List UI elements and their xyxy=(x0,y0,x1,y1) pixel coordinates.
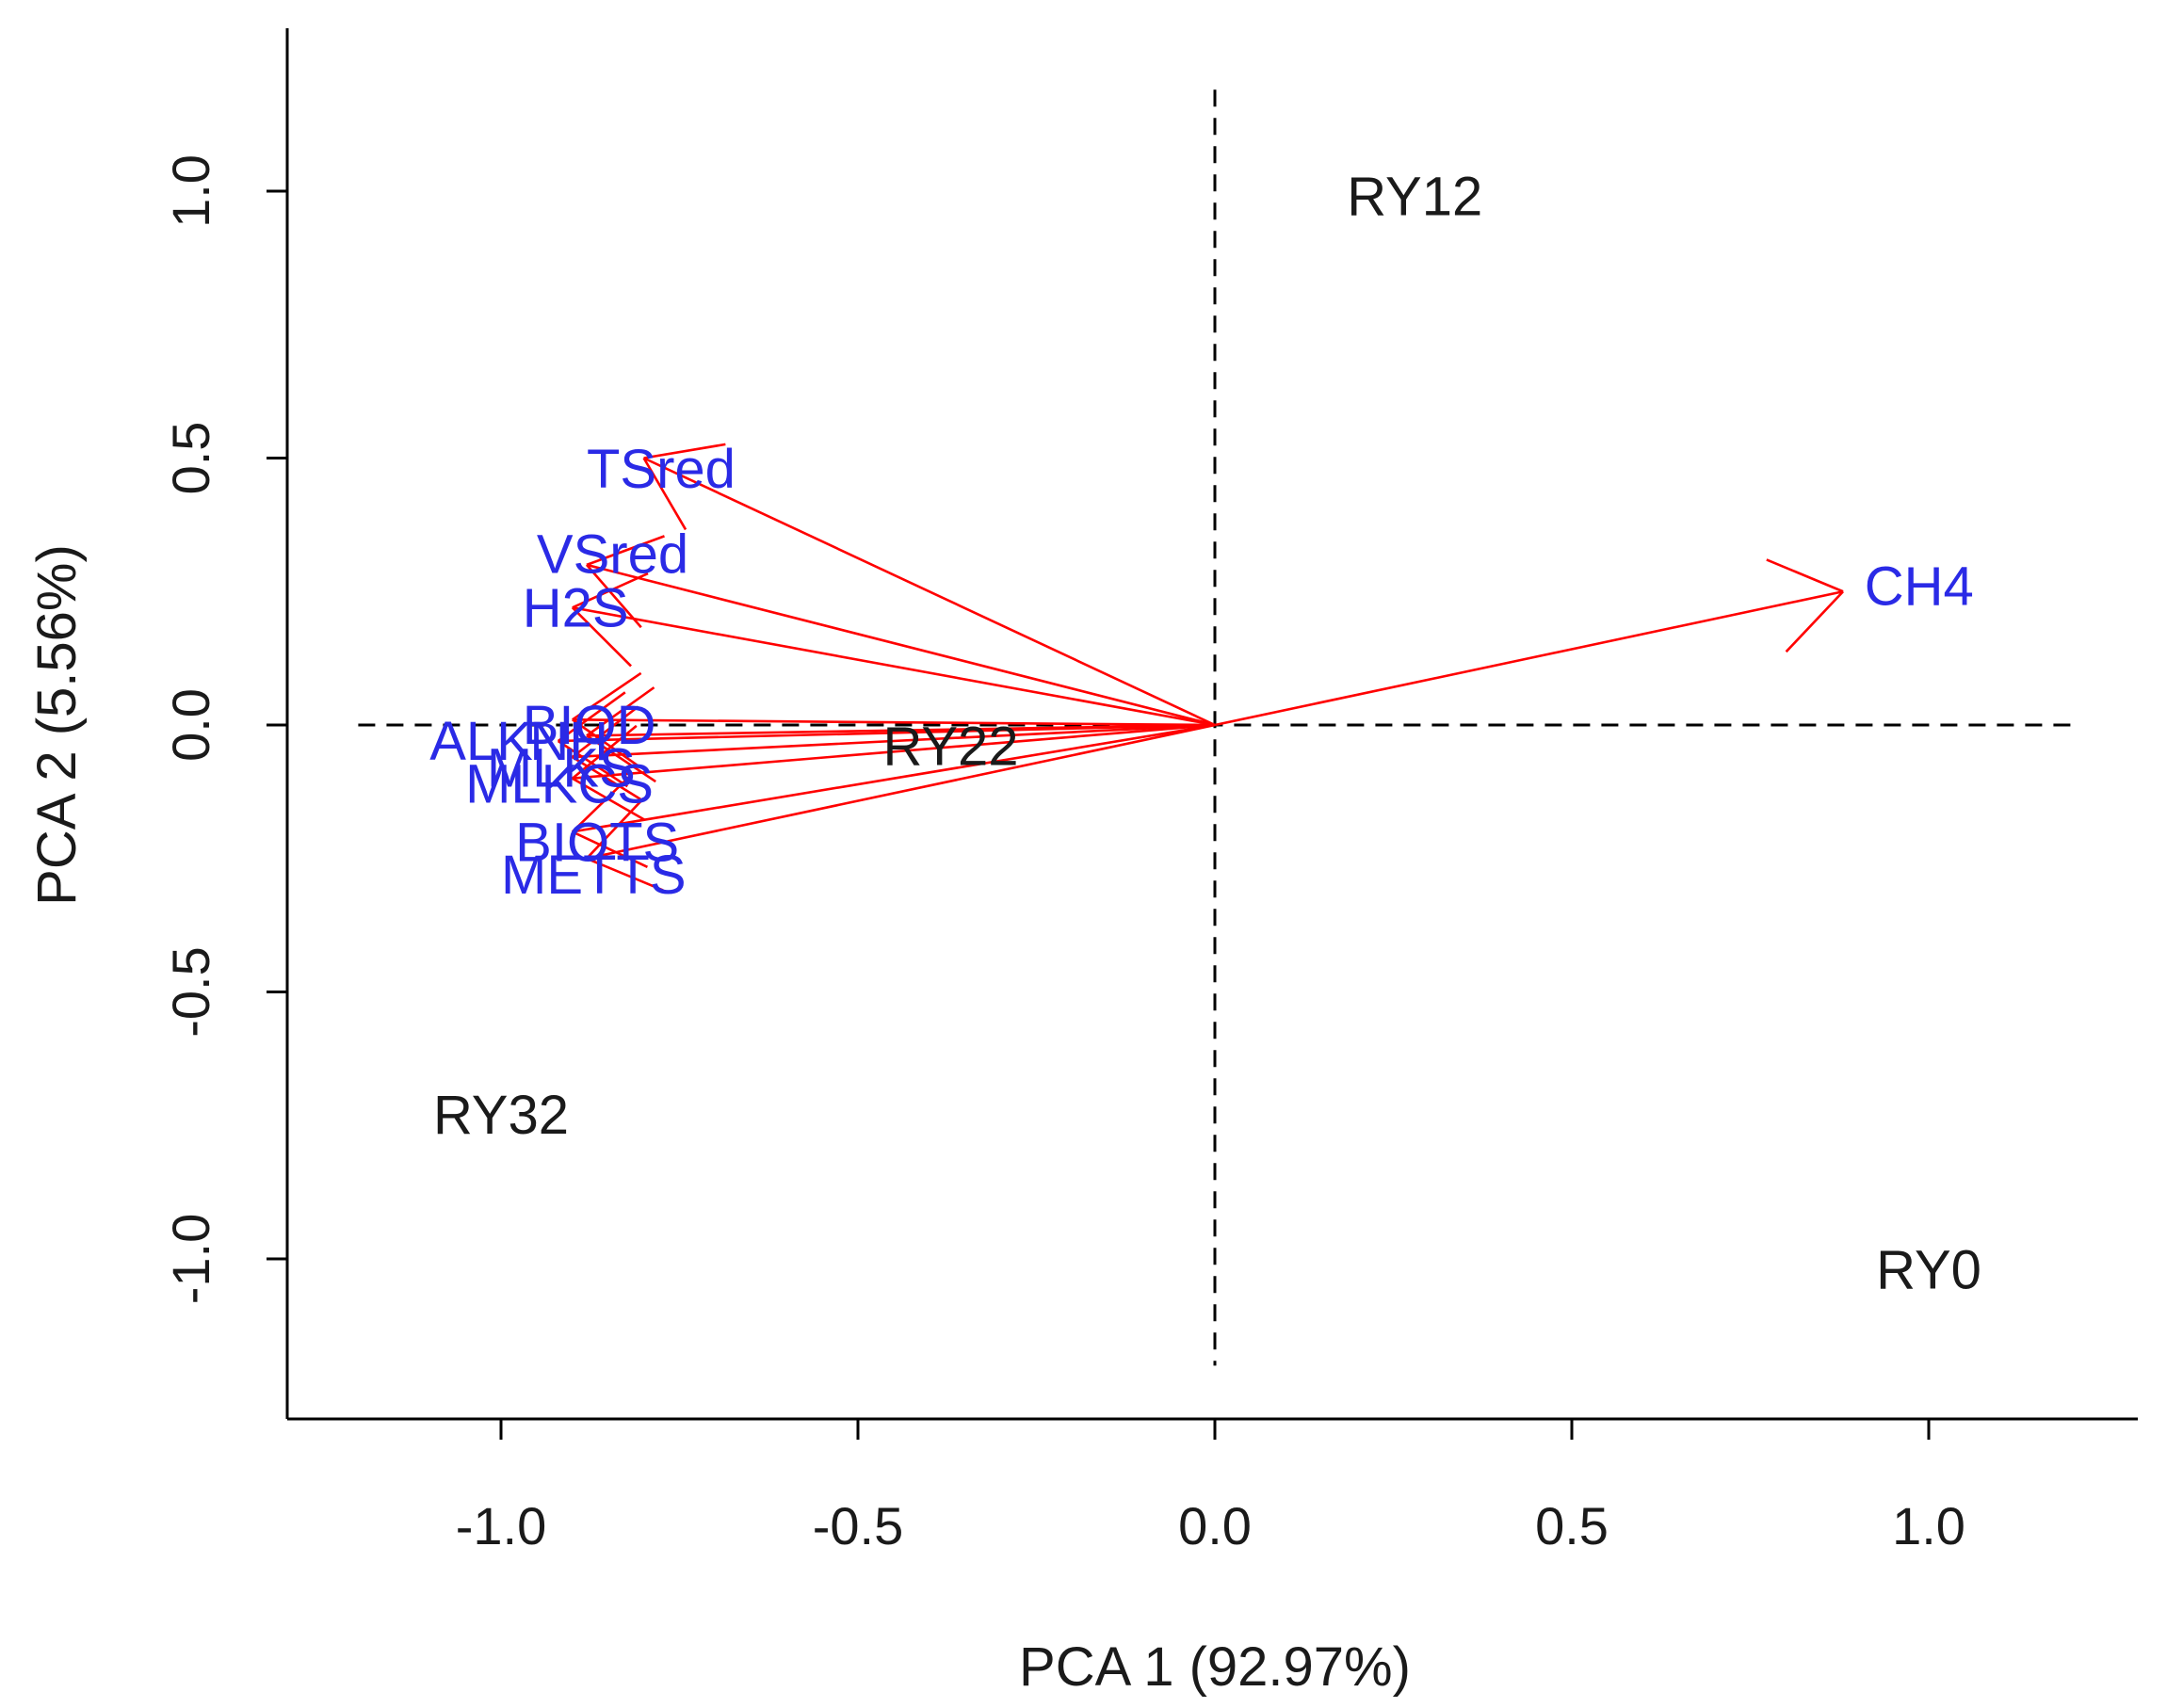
arrow-head xyxy=(586,535,665,567)
x-axis-title: PCA 1 (92.97%) xyxy=(1019,1636,1411,1698)
arrow-head xyxy=(572,830,648,869)
x-tick-label: 0.5 xyxy=(1535,1496,1609,1555)
arrow-head xyxy=(1766,558,1844,593)
y-tick-label: 1.0 xyxy=(161,154,220,228)
arrow-nh xyxy=(586,686,1216,783)
arrow-shaft xyxy=(572,723,1216,780)
arrow-head xyxy=(572,718,641,768)
arrow-shaft xyxy=(586,723,1216,737)
arrow-head xyxy=(571,724,638,780)
arrow-head xyxy=(586,686,655,737)
arrow-shaft xyxy=(643,457,1216,727)
x-tick-label: -0.5 xyxy=(813,1496,904,1555)
arrow-h2s xyxy=(571,572,1216,727)
arrow-head xyxy=(586,797,645,860)
arrow-shaft xyxy=(586,563,1216,727)
arrow-head xyxy=(571,606,632,668)
arrow-shaft xyxy=(572,723,1216,833)
arrow-head xyxy=(643,443,726,459)
axes: -1.0 -0.5 0.0 0.5 1.0 -1.0 -0.5 0.0 0.5 1.0 xyxy=(161,28,2138,1555)
variable-label-vsred: VSred xyxy=(537,524,688,586)
x-tick-label: 0.0 xyxy=(1178,1496,1252,1555)
arrow-shaft xyxy=(572,718,1216,727)
arrow-head xyxy=(557,691,626,743)
arrow-shaft xyxy=(1214,589,1844,727)
arrow-biod xyxy=(572,671,1216,768)
variable-label-mlkcs: MLKCS xyxy=(465,753,654,814)
arrow-head xyxy=(585,564,642,629)
variable-label-biod: BIOD xyxy=(523,695,656,756)
observation-labels: RY12 RY22 RY32 RY0 xyxy=(433,167,1981,1301)
arrow-head xyxy=(586,734,656,783)
observation-label-ry32: RY32 xyxy=(433,1085,569,1146)
arrow-head xyxy=(586,857,664,892)
y-tick-label: 0.0 xyxy=(161,688,220,762)
arrow-head xyxy=(572,671,642,721)
y-axis-title: PCA 2 (5.56%) xyxy=(26,544,88,906)
arrow-shaft xyxy=(572,723,1216,759)
y-tick-label: -1.0 xyxy=(161,1214,220,1305)
observation-label-ry12: RY12 xyxy=(1347,167,1482,228)
variable-label-alk: ALK xyxy=(429,711,533,772)
arrow-head xyxy=(572,777,645,821)
y-tick-label: -0.5 xyxy=(161,946,220,1038)
arrow-ch4 xyxy=(1214,558,1844,727)
variable-label-nh: NH xyxy=(529,711,608,772)
observation-label-ry0: RY0 xyxy=(1876,1239,1981,1300)
arrow-head xyxy=(642,457,687,531)
variable-label-mlks: MLKS xyxy=(487,737,636,798)
arrow-metts xyxy=(586,723,1216,892)
arrow-biots xyxy=(571,723,1216,869)
x-tick-label: 1.0 xyxy=(1892,1496,1965,1555)
x-tick-label: -1.0 xyxy=(456,1496,547,1555)
observation-label-ry22: RY22 xyxy=(883,717,1019,778)
arrow-vsred xyxy=(585,535,1216,727)
arrow-shaft xyxy=(586,723,1216,861)
variable-label-biots: BIOTS xyxy=(515,813,679,874)
arrow-mlkcs xyxy=(571,723,1216,821)
variable-arrows xyxy=(557,443,1844,892)
arrow-shaft xyxy=(572,605,1216,727)
variable-label-tsred: TSred xyxy=(587,439,736,500)
arrow-mlks xyxy=(572,705,1216,802)
variable-label-ch4: CH4 xyxy=(1865,556,1974,618)
arrow-head xyxy=(1785,590,1844,653)
arrow-head xyxy=(572,572,649,609)
arrow-tsred xyxy=(642,443,1216,727)
arrow-head xyxy=(571,773,633,833)
variable-label-metts: METTS xyxy=(501,845,687,906)
arrow-head xyxy=(572,705,639,759)
arrow-head xyxy=(572,755,644,802)
arrow-head xyxy=(557,739,628,788)
variable-label-h2s: H2S xyxy=(523,577,629,638)
y-tick-label: 0.5 xyxy=(161,422,220,495)
